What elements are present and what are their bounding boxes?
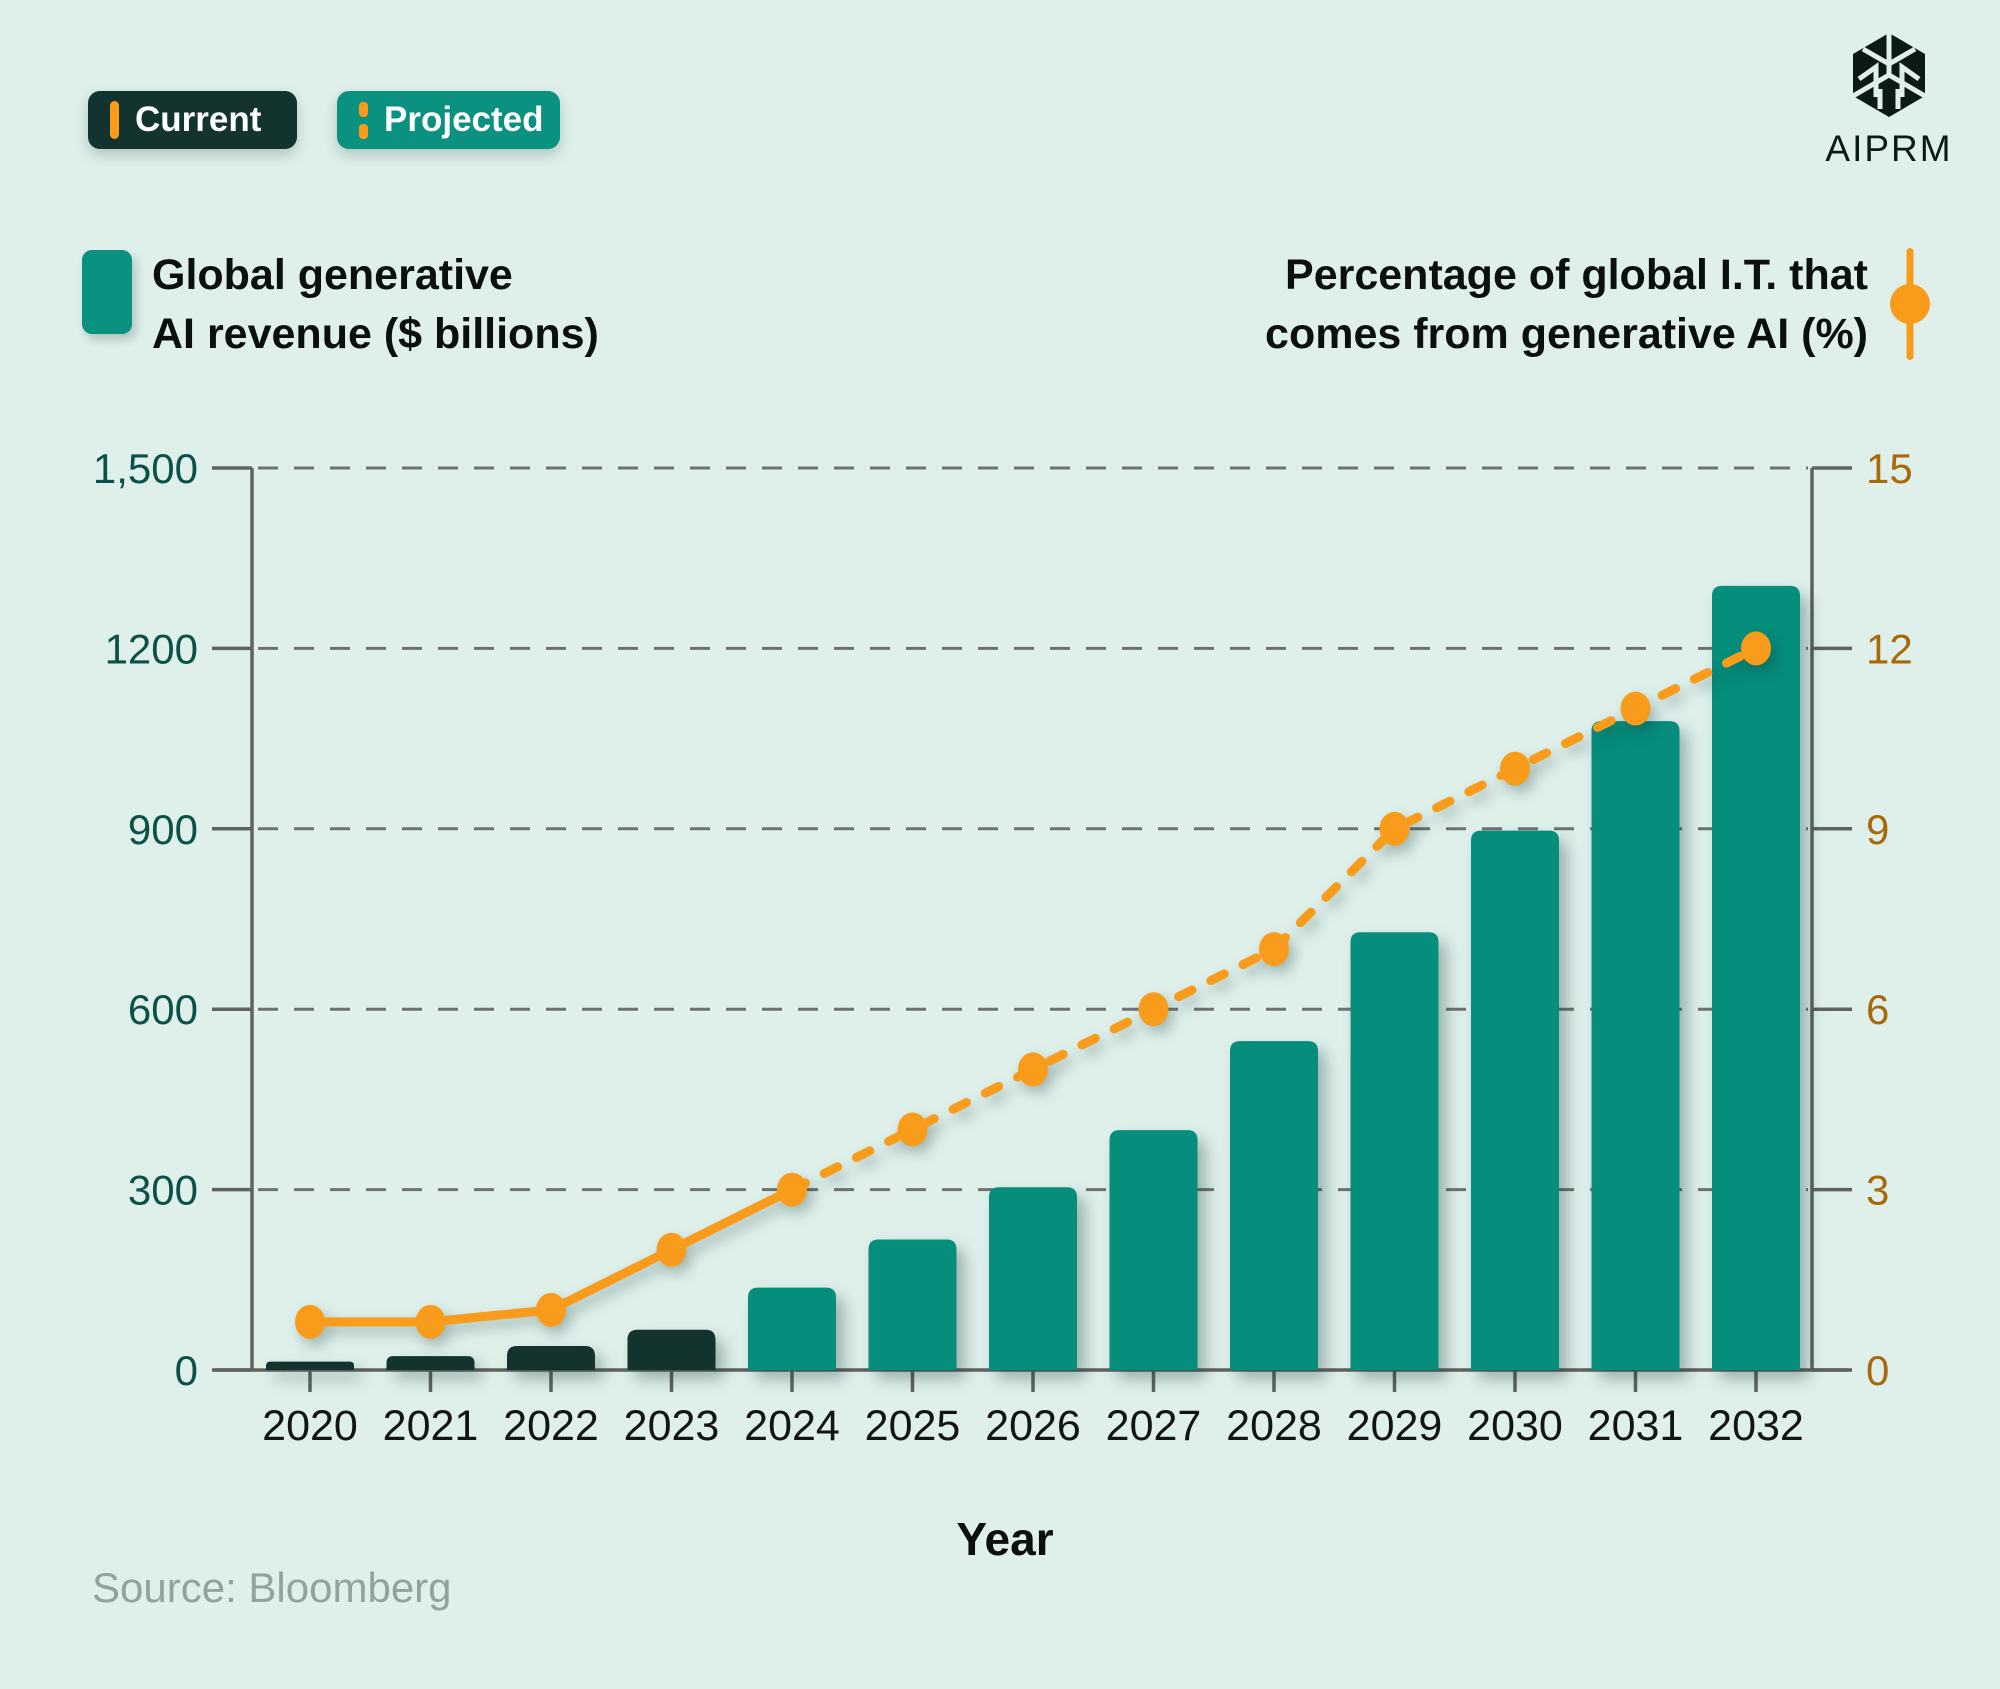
bar-2030 bbox=[1471, 830, 1559, 1370]
left-axis-tick-label: 1,500 bbox=[93, 445, 198, 492]
line-point-2027 bbox=[1138, 992, 1169, 1027]
bar-2025 bbox=[868, 1239, 957, 1370]
legend-percentage: Percentage of global I.T. that comes fro… bbox=[1265, 246, 1930, 364]
bar-2023 bbox=[627, 1329, 716, 1370]
legend-revenue-line1: Global generative bbox=[152, 251, 513, 299]
right-axis-tick-label: 15 bbox=[1866, 445, 1913, 492]
legend-revenue-line2: AI revenue ($ billions) bbox=[152, 310, 599, 358]
aiprm-logo-text: AIPRM bbox=[1825, 128, 1953, 169]
bar-2031 bbox=[1591, 721, 1680, 1370]
dashed-line-marker-icon bbox=[359, 101, 368, 139]
legend-percentage-line1: Percentage of global I.T. that bbox=[1285, 251, 1868, 299]
x-axis-title: Year bbox=[956, 1513, 1054, 1565]
bar-2020 bbox=[266, 1361, 354, 1370]
left-axis-tick-label: 300 bbox=[128, 1167, 198, 1214]
x-axis-label-2031: 2031 bbox=[1588, 1402, 1684, 1450]
chip-projected: Projected bbox=[337, 91, 560, 149]
x-axis-label-2026: 2026 bbox=[985, 1402, 1081, 1450]
line-point-2022 bbox=[536, 1292, 566, 1327]
line-point-2030 bbox=[1500, 751, 1530, 786]
line-point-2021 bbox=[415, 1304, 446, 1339]
bar-2024 bbox=[748, 1287, 836, 1370]
bar-series-swatch-icon bbox=[82, 250, 132, 334]
right-axis-tick-label: 12 bbox=[1866, 625, 1913, 672]
line-point-2026 bbox=[1018, 1052, 1048, 1087]
x-axis-label-2025: 2025 bbox=[865, 1402, 961, 1450]
left-axis-tick-label: 600 bbox=[128, 986, 198, 1033]
solid-line-marker-icon bbox=[110, 101, 119, 139]
x-axis-label-2030: 2030 bbox=[1467, 1402, 1563, 1450]
x-axis-label-2032: 2032 bbox=[1708, 1402, 1804, 1450]
right-axis-tick-label: 3 bbox=[1866, 1167, 1889, 1214]
axis-labels: 0 0 300 3 600 6 900 9 1200 12 1,500 15 2020 2021 2022 2… bbox=[93, 445, 1913, 1450]
line-point-2023 bbox=[656, 1232, 687, 1267]
bar-2026 bbox=[989, 1187, 1077, 1370]
line-series-marker-icon bbox=[1890, 248, 1930, 360]
line-point-2028 bbox=[1259, 932, 1289, 967]
right-axis-tick-label: 0 bbox=[1866, 1347, 1889, 1394]
bar-2028 bbox=[1230, 1041, 1318, 1370]
bar-2021 bbox=[386, 1356, 475, 1370]
aiprm-logo-icon bbox=[1851, 33, 1927, 117]
bar-series bbox=[266, 585, 1800, 1370]
bar-2032 bbox=[1712, 585, 1800, 1370]
right-axis-tick-label: 9 bbox=[1866, 806, 1889, 853]
bar-2027 bbox=[1109, 1130, 1198, 1370]
x-axis-label-2029: 2029 bbox=[1347, 1402, 1443, 1450]
legend-revenue: Global generative AI revenue ($ billions… bbox=[82, 246, 599, 364]
source-note: Source: Bloomberg bbox=[92, 1564, 452, 1611]
chip-projected-label: Projected bbox=[384, 100, 544, 139]
chip-current-label: Current bbox=[135, 100, 262, 139]
legend-percentage-line2: comes from generative AI (%) bbox=[1265, 310, 1868, 358]
line-point-2029 bbox=[1379, 811, 1410, 846]
bar-2022 bbox=[507, 1345, 595, 1370]
aiprm-logo: AIPRM bbox=[1814, 28, 1964, 170]
right-axis-tick-label: 6 bbox=[1866, 986, 1889, 1033]
left-axis-tick-label: 0 bbox=[175, 1347, 198, 1394]
x-axis-label-2021: 2021 bbox=[383, 1402, 479, 1450]
chip-current: Current bbox=[88, 91, 297, 149]
line-series bbox=[295, 631, 1771, 1339]
x-axis-label-2024: 2024 bbox=[744, 1402, 840, 1450]
line-point-2020 bbox=[295, 1304, 325, 1339]
x-axis-label-2028: 2028 bbox=[1226, 1402, 1322, 1450]
line-point-2024 bbox=[777, 1172, 807, 1207]
line-point-2031 bbox=[1620, 691, 1651, 726]
x-axis-label-2027: 2027 bbox=[1106, 1402, 1202, 1450]
left-axis-tick-label: 1200 bbox=[105, 625, 198, 672]
x-axis-label-2022: 2022 bbox=[503, 1402, 599, 1450]
x-axis-label-2023: 2023 bbox=[624, 1402, 720, 1450]
x-axis-label-2020: 2020 bbox=[262, 1402, 358, 1450]
line-point-2025 bbox=[897, 1112, 928, 1147]
bar-2029 bbox=[1350, 932, 1439, 1370]
line-point-2032 bbox=[1741, 631, 1771, 666]
left-axis-tick-label: 900 bbox=[128, 806, 198, 853]
